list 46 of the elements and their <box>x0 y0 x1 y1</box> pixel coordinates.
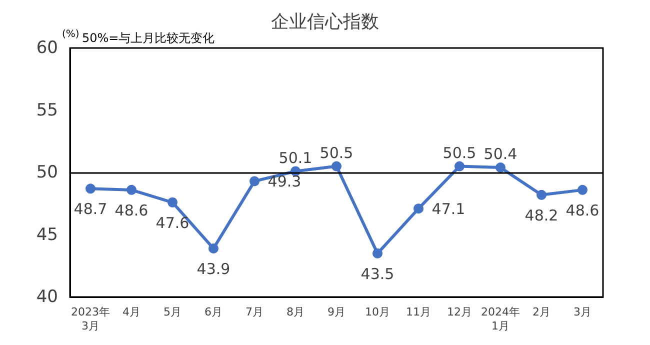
data-label: 47.6 <box>156 214 190 232</box>
data-label: 50.5 <box>442 144 476 162</box>
y-axis-title: (%) <box>62 29 80 40</box>
data-label: 48.2 <box>524 206 558 224</box>
x-tick-label: 11月 <box>406 306 431 318</box>
x-tick-label: 9月 <box>328 306 346 318</box>
point <box>454 161 464 172</box>
x-tick-label: 2024年 1月 <box>481 306 520 332</box>
point <box>126 184 136 195</box>
x-tick-label: 7月 <box>246 306 264 318</box>
x-tick-label: 3月 <box>574 306 592 318</box>
y-tick-label: 40 <box>36 287 58 307</box>
point <box>332 161 342 172</box>
x-tick-label: 4月 <box>122 306 140 318</box>
point <box>578 184 588 195</box>
point <box>208 243 218 254</box>
y-tick-label: 50 <box>36 162 58 182</box>
point <box>536 190 546 200</box>
data-label: 50.4 <box>484 145 518 164</box>
data-label: 48.6 <box>114 201 148 220</box>
data-label: 43.5 <box>360 264 394 283</box>
point <box>86 184 96 194</box>
x-tick-label: 8月 <box>286 306 304 318</box>
x-tick-label: 6月 <box>204 306 222 318</box>
x-tick-label: 12月 <box>447 306 472 318</box>
text: 50%=与上月比较无变化 <box>82 31 215 45</box>
point <box>372 248 382 258</box>
point <box>168 197 178 208</box>
data-label: 43.9 <box>196 260 230 278</box>
x-tick-label: 2月 <box>532 306 550 318</box>
chart-title: 企业信心指数 <box>271 12 379 32</box>
x-tick-label: 5月 <box>164 306 182 318</box>
data-label: 48.6 <box>566 201 600 220</box>
point <box>496 162 506 173</box>
data-label: 49.3 <box>268 172 302 191</box>
point <box>414 204 424 214</box>
y-tick-label: 55 <box>36 100 58 120</box>
data-label: 47.1 <box>432 200 466 218</box>
data-label: 48.7 <box>74 200 108 218</box>
x-tick-label: 10月 <box>365 306 390 318</box>
x-tick-label: 2023年 3月 <box>71 306 110 332</box>
y-tick-label: 45 <box>36 224 58 245</box>
data-label: 50.5 <box>320 144 354 162</box>
data-label: 50.1 <box>278 148 312 167</box>
point <box>250 176 260 186</box>
y-tick-label: 60 <box>36 38 58 58</box>
